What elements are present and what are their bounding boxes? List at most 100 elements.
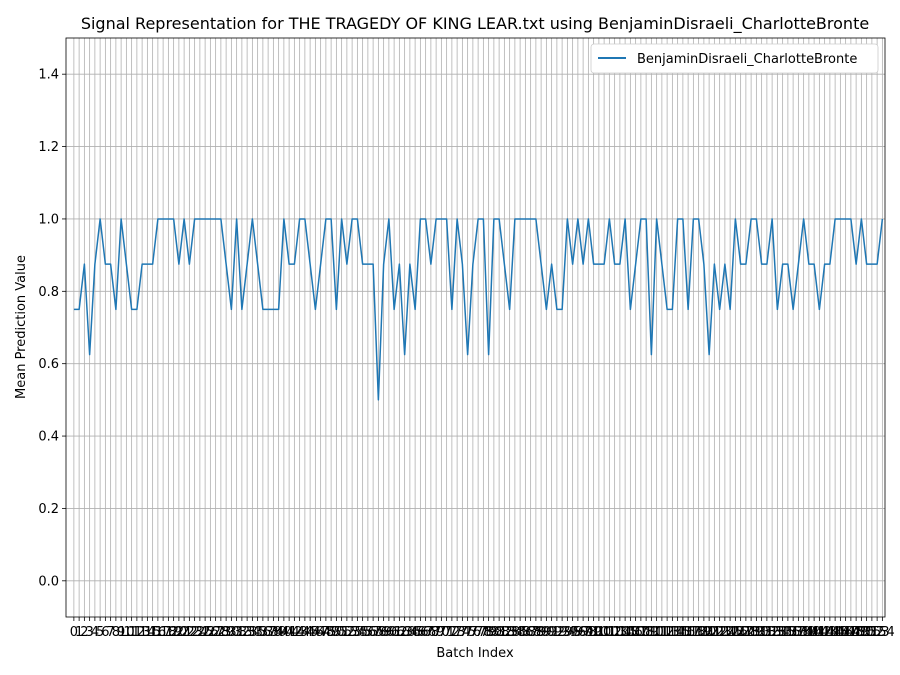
x-tick-label: 39 [270,625,287,640]
x-tick-label: 118 [681,625,706,640]
y-tick-label: 0.8 [38,285,59,300]
x-tick-label: 151 [854,625,879,640]
x-tick-label: 88 [528,625,545,640]
x-tick-label: 35 [249,625,266,640]
x-tick-label: 64 [402,625,419,640]
y-axis-ticks: 0.0 0.2 0.4 0.6 0.8 1.0 1.2 1.4 [38,68,66,589]
x-tick-label: 110 [639,625,664,640]
grid [66,38,885,617]
x-tick-label: 10 [118,625,135,640]
x-tick-label: 99 [585,625,602,640]
x-tick-label: 42 [286,625,303,640]
x-tick-label: 62 [391,625,408,640]
x-tick-label: 21 [176,625,193,640]
x-tick-label: 5 [96,625,104,640]
x-tick-label: 58 [370,625,387,640]
x-tick-label: 82 [496,625,513,640]
x-tick-label: 12 [129,625,146,640]
x-tick-label: 106 [618,625,643,640]
x-tick-label: 41 [281,625,298,640]
x-tick-label: 154 [870,625,895,640]
x-tick-label: 40 [276,625,293,640]
x-tick-label: 63 [396,625,413,640]
y-tick-label: 1.0 [38,212,59,227]
x-tick-label: 104 [607,625,632,640]
x-tick-label: 112 [649,625,674,640]
x-tick-label: 36 [255,625,272,640]
x-tick-label: 9 [117,625,125,640]
x-tick-label: 92 [549,625,566,640]
x-tick-label: 141 [802,625,827,640]
x-tick-label: 68 [423,625,440,640]
x-tick-label: 132 [754,625,779,640]
x-tick-label: 85 [512,625,529,640]
x-tick-label: 119 [686,625,711,640]
x-tick-label: 142 [807,625,832,640]
x-tick-label: 146 [828,625,853,640]
x-tick-label: 50 [328,625,345,640]
x-tick-label: 116 [670,625,695,640]
x-tick-label: 65 [407,625,424,640]
x-tick-label: 139 [791,625,816,640]
x-tick-label: 111 [644,625,669,640]
x-tick-label: 77 [470,625,487,640]
x-tick-label: 121 [697,625,722,640]
x-tick-label: 75 [459,625,476,640]
x-tick-label: 11 [123,625,140,640]
x-tick-label: 72 [444,625,461,640]
x-tick-label: 90 [538,625,555,640]
x-tick-label: 14 [139,625,156,640]
x-tick-label: 147 [833,625,858,640]
x-tick-label: 101 [592,625,617,640]
x-tick-label: 145 [823,625,848,640]
x-tick-label: 127 [728,625,753,640]
x-tick-label: 28 [213,625,230,640]
x-tick-label: 86 [517,625,534,640]
x-tick-label: 38 [265,625,282,640]
x-tick-label: 26 [202,625,219,640]
x-tick-label: 107 [623,625,648,640]
x-tick-label: 66 [412,625,429,640]
y-tick-label: 0.0 [38,574,59,589]
x-tick-label: 49 [323,625,340,640]
x-tick-label: 48 [318,625,335,640]
x-tick-label: 126 [723,625,748,640]
x-tick-label: 117 [676,625,701,640]
x-tick-label: 84 [507,625,524,640]
x-tick-label: 123 [707,625,732,640]
x-tick-label: 24 [192,625,209,640]
x-tick-label: 129 [739,625,764,640]
x-tick-label: 148 [838,625,863,640]
x-tick-label: 138 [786,625,811,640]
x-tick-label: 69 [428,625,445,640]
x-tick-label: 98 [580,625,597,640]
x-tick-label: 19 [165,625,182,640]
x-tick-label: 18 [160,625,177,640]
x-axis-label: Batch Index [436,646,514,661]
x-tick-label: 8 [112,625,120,640]
y-axis-label: Mean Prediction Value [14,255,29,399]
x-tick-label: 4 [91,625,99,640]
legend-box [590,43,879,74]
x-tick-label: 78 [475,625,492,640]
chart-title: Signal Representation for THE TRAGEDY OF… [81,14,869,34]
x-tick-label: 79 [480,625,497,640]
x-tick-label: 74 [454,625,471,640]
x-tick-label: 76 [465,625,482,640]
legend-label: BenjaminDisraeli_CharlotteBronte [637,52,857,67]
x-tick-label: 137 [781,625,806,640]
x-tick-label: 135 [770,625,795,640]
x-tick-label: 17 [155,625,172,640]
x-tick-label: 2 [80,625,88,640]
x-tick-label: 125 [718,625,743,640]
x-tick-label: 103 [602,625,627,640]
x-tick-label: 144 [817,625,842,640]
x-tick-label: 60 [381,625,398,640]
x-tick-label: 89 [533,625,550,640]
x-tick-label: 153 [865,625,890,640]
x-tick-label: 43 [291,625,308,640]
x-tick-label: 122 [702,625,727,640]
x-tick-label: 51 [333,625,350,640]
x-tick-label: 47 [312,625,329,640]
x-tick-label: 140 [796,625,821,640]
